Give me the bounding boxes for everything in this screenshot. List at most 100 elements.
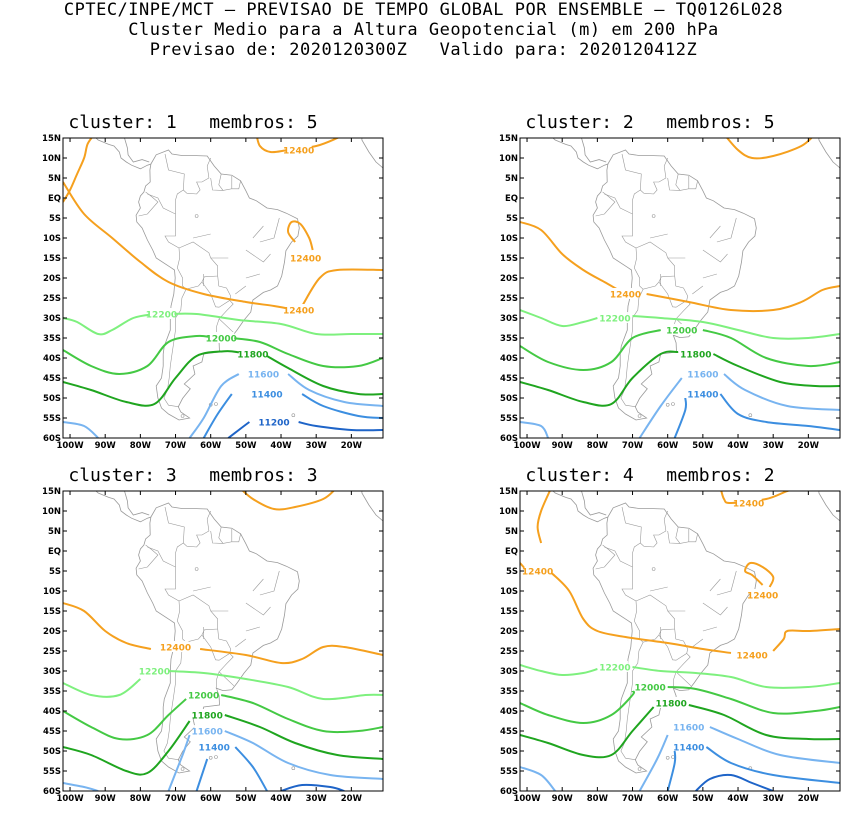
country-border [640,157,668,195]
lat-label: EQ [48,547,61,557]
contour-label: 11800 [680,351,711,361]
coastline-central-america [122,138,150,163]
lat-label: 25S [43,647,61,657]
contour-label: 12000 [188,692,219,702]
contour-label: 11600 [192,728,223,738]
contour-line [520,690,636,725]
contour-label-bg [749,589,776,600]
contour-label-bg [637,681,664,692]
contour-label-bg [239,348,266,359]
country-border [702,249,728,263]
lon-label: 20W [341,441,363,451]
panel-title: cluster: 4 membros: 2 [525,465,775,486]
country-border [675,653,692,687]
contour-line [667,686,840,715]
contour-label: 12200 [146,311,177,321]
contour-line [280,783,345,791]
country-border [688,533,698,543]
contour-line [63,421,99,438]
contour-line [168,670,383,701]
country-border [210,529,233,544]
contour-label: 12000 [206,335,237,345]
lon-label: 60W [200,441,222,451]
lat-label: 15N [42,487,61,497]
contour-label: 12400 [290,255,321,265]
contour-line [301,393,383,419]
contour-line [520,350,679,407]
contour-line [287,373,383,407]
lon-label: 40W [727,794,749,804]
contour-label-bg [658,697,685,708]
lat-label: 20S [500,627,518,637]
lon-label: 60W [200,794,222,804]
lat-label: 30S [500,667,518,677]
country-border [177,594,218,643]
lon-label: 40W [270,441,292,451]
lat-label: 55S [43,767,61,777]
country-border [640,510,668,548]
lon-label: 50W [692,794,714,804]
contour-label-bg [208,332,235,343]
country-border [231,180,241,190]
country-border [252,225,264,239]
contour-label: 12400 [736,652,767,662]
lon-label: 70W [622,441,644,451]
lon-label: 40W [727,441,749,451]
coastline-central-america [95,491,152,523]
lon-label: 90W [552,441,574,451]
contour-line [709,726,840,764]
coastline-south-america [592,149,757,421]
lat-label: 60S [43,434,61,444]
contour-label-bg [689,388,716,399]
country-border [692,285,704,295]
contour-line [688,704,840,741]
country-border [595,191,616,217]
contour-line [234,746,268,791]
contour-line [520,766,556,791]
island [194,567,199,571]
lat-label: EQ [48,194,61,204]
contour-line [63,181,296,311]
contour-line [266,355,383,396]
contour-label: 11400 [687,391,718,401]
country-border [667,529,690,544]
country-border [621,153,642,214]
contour-label: 12400 [733,500,764,510]
lat-label: 10N [42,507,61,517]
lat-label: 20S [500,274,518,284]
coastline-central-america [579,138,607,163]
contour-line [520,664,598,677]
lon-label: 100W [56,794,84,804]
country-border [716,570,737,596]
contour-line [63,334,211,376]
lat-label: 10N [499,507,518,517]
island [214,755,218,759]
contour-label-bg [668,324,695,335]
panel-cluster-1: cluster: 1 membros: 5 12400 12400 12400 122… [23,113,384,463]
contour-line [744,561,775,588]
island [637,414,642,418]
lat-label: 25S [43,294,61,304]
contour-line [520,309,598,328]
lat-label: 30S [500,314,518,324]
lon-label: 70W [622,794,644,804]
lon-label: 30W [306,441,328,451]
contour-line [63,313,155,336]
lon-label: 80W [587,794,609,804]
lat-label: 5N [505,527,518,537]
lat-label: 10S [500,587,518,597]
contour-label: 12400 [522,568,553,578]
lat-label: 50S [43,747,61,757]
contour-line [301,268,383,307]
contour-line [63,698,187,741]
lat-label: 25S [500,647,518,657]
forecast-dates: Previsao de: 2020120300Z Valido para: 20… [149,40,698,60]
contour-line [705,746,840,784]
contour-line [772,628,840,652]
island [665,402,670,407]
island [748,413,753,418]
coastline-south-america [592,502,757,774]
country-border [634,600,638,622]
contour-line [550,572,732,654]
lat-label: 15N [42,134,61,144]
